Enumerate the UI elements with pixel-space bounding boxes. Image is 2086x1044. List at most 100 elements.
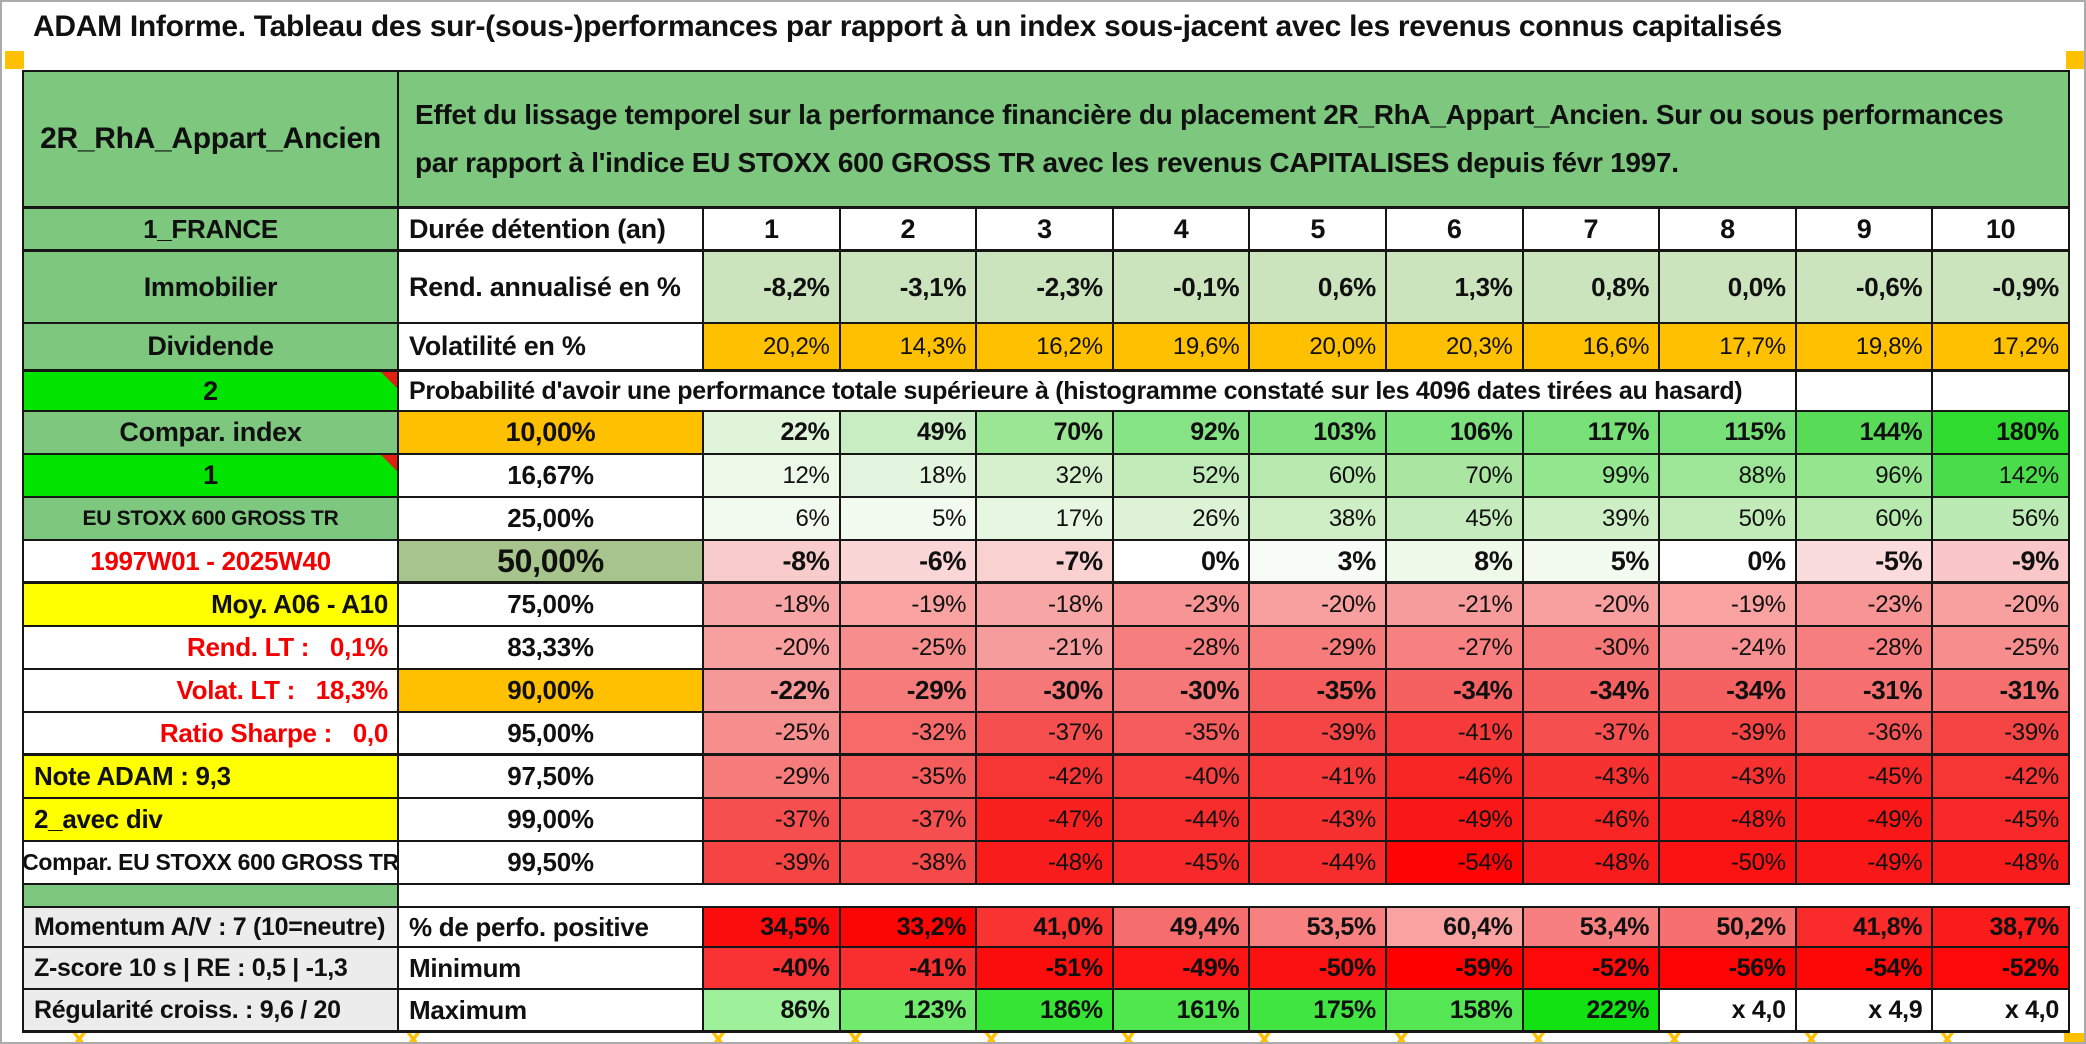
row-metric-p1667[interactable]: 16,67% — [399, 455, 704, 498]
table-cell-p99-y2[interactable]: -37% — [840, 799, 978, 842]
table-cell-p95-y4[interactable]: -35% — [1113, 713, 1251, 756]
table-cell-vol-y3[interactable]: 16,2% — [977, 324, 1114, 372]
table-cell-p975-y10[interactable]: -42% — [1933, 756, 2070, 799]
row-label-p8333[interactable]: Rend. LT : 0,1% — [24, 627, 399, 670]
table-cell-z-y8[interactable]: -56% — [1660, 948, 1797, 990]
table-cell-duree-y1[interactable]: 1 — [704, 209, 841, 252]
table-cell-p50-y10[interactable]: -9% — [1933, 541, 2070, 584]
row-metric-z[interactable]: Minimum — [399, 948, 704, 990]
table-cell-z-y1[interactable]: -40% — [704, 948, 841, 990]
table-cell-duree-y8[interactable]: 8 — [1660, 209, 1797, 252]
row-metric-p8333[interactable]: 83,33% — [399, 627, 704, 670]
table-cell-p8333-y5[interactable]: -29% — [1250, 627, 1387, 670]
table-cell-p10-y1[interactable]: 22% — [704, 412, 841, 455]
table-cell-p99-y5[interactable]: -43% — [1250, 799, 1387, 842]
table-cell-p50-y8[interactable]: 0% — [1660, 541, 1797, 584]
table-cell-rend-y10[interactable]: -0,9% — [1933, 252, 2070, 324]
row-metric-p75[interactable]: 75,00% — [399, 584, 704, 627]
table-cell-p995-y9[interactable]: -49% — [1796, 842, 1934, 885]
row-metric-vol[interactable]: Volatilité en % — [399, 324, 704, 372]
table-cell-p975-y2[interactable]: -35% — [840, 756, 978, 799]
table-cell-duree-y3[interactable]: 3 — [977, 209, 1114, 252]
table-cell-vol-y1[interactable]: 20,2% — [704, 324, 841, 372]
table-cell-p90-y8[interactable]: -34% — [1660, 670, 1797, 713]
table-cell-p8333-y6[interactable]: -27% — [1386, 627, 1524, 670]
table-cell-p995-y4[interactable]: -45% — [1113, 842, 1251, 885]
row-metric-p90[interactable]: 90,00% — [399, 670, 704, 713]
table-cell-mom-y7[interactable]: 53,4% — [1523, 906, 1661, 948]
table-cell-p95-y5[interactable]: -39% — [1250, 713, 1387, 756]
table-cell-reg-y10[interactable]: x 4,0 — [1933, 990, 2070, 1033]
table-cell-rend-y1[interactable]: -8,2% — [704, 252, 841, 324]
table-cell-p75-y5[interactable]: -20% — [1250, 584, 1387, 627]
table-cell-p25-y3[interactable]: 17% — [977, 498, 1114, 541]
table-cell-p90-y1[interactable]: -22% — [704, 670, 841, 713]
table-cell-p975-y3[interactable]: -42% — [977, 756, 1114, 799]
table-cell-p90-y9[interactable]: -31% — [1796, 670, 1934, 713]
table-cell-duree-y2[interactable]: 2 — [840, 209, 978, 252]
table-cell-p10-y5[interactable]: 103% — [1250, 412, 1387, 455]
table-cell-reg-y8[interactable]: x 4,0 — [1660, 990, 1797, 1033]
table-cell-p50-y5[interactable]: 3% — [1250, 541, 1387, 584]
table-cell-mom-y8[interactable]: 50,2% — [1660, 906, 1797, 948]
table-cell-p8333-y9[interactable]: -28% — [1796, 627, 1934, 670]
table-cell-p25-y2[interactable]: 5% — [840, 498, 978, 541]
table-cell-p95-y10[interactable]: -39% — [1933, 713, 2070, 756]
row-metric-p25[interactable]: 25,00% — [399, 498, 704, 541]
table-cell-p995-y2[interactable]: -38% — [840, 842, 978, 885]
table-cell-p50-y7[interactable]: 5% — [1523, 541, 1661, 584]
table-cell-mom-y10[interactable]: 38,7% — [1933, 906, 2070, 948]
table-cell-p25-y10[interactable]: 56% — [1933, 498, 2070, 541]
table-cell-p99-y6[interactable]: -49% — [1386, 799, 1524, 842]
table-cell-rend-y5[interactable]: 0,6% — [1250, 252, 1387, 324]
row-label-p25[interactable]: EU STOXX 600 GROSS TR — [24, 498, 399, 541]
report-description-cell[interactable]: Effet du lissage temporel sur la perform… — [399, 72, 2070, 209]
table-cell-p75-y4[interactable]: -23% — [1113, 584, 1251, 627]
table-cell-p50-y4[interactable]: 0% — [1113, 541, 1251, 584]
table-cell-p90-y7[interactable]: -34% — [1523, 670, 1661, 713]
table-cell-mom-y2[interactable]: 33,2% — [840, 906, 978, 948]
table-cell-reg-y9[interactable]: x 4,9 — [1796, 990, 1934, 1033]
row-metric-duree[interactable]: Durée détention (an) — [399, 209, 704, 252]
table-cell-p75-y1[interactable]: -18% — [704, 584, 841, 627]
table-cell-z-y5[interactable]: -50% — [1250, 948, 1387, 990]
table-cell-p975-y7[interactable]: -43% — [1523, 756, 1661, 799]
row-label-vol[interactable]: Dividende — [24, 324, 399, 372]
table-cell-p90-y2[interactable]: -29% — [840, 670, 978, 713]
table-cell-p75-y10[interactable]: -20% — [1933, 584, 2070, 627]
table-cell-p995-y8[interactable]: -50% — [1660, 842, 1797, 885]
table-cell-p995-y6[interactable]: -54% — [1386, 842, 1524, 885]
table-cell-p50-y3[interactable]: -7% — [977, 541, 1114, 584]
table-cell-p1667-y10[interactable]: 142% — [1933, 455, 2070, 498]
table-cell-p25-y5[interactable]: 38% — [1250, 498, 1387, 541]
table-cell-reg-y7[interactable]: 222% — [1523, 990, 1661, 1033]
table-cell-p10-y6[interactable]: 106% — [1386, 412, 1524, 455]
empty-cell[interactable] — [1933, 372, 2070, 412]
table-cell-z-y3[interactable]: -51% — [977, 948, 1114, 990]
table-cell-p10-y7[interactable]: 117% — [1523, 412, 1661, 455]
table-cell-duree-y5[interactable]: 5 — [1250, 209, 1387, 252]
table-cell-p10-y4[interactable]: 92% — [1113, 412, 1251, 455]
table-cell-p975-y8[interactable]: -43% — [1660, 756, 1797, 799]
table-cell-mom-y4[interactable]: 49,4% — [1113, 906, 1251, 948]
row-label-p10[interactable]: Compar. index — [24, 412, 399, 455]
table-cell-mom-y9[interactable]: 41,8% — [1796, 906, 1934, 948]
table-cell-z-y10[interactable]: -52% — [1933, 948, 2070, 990]
table-cell-p10-y10[interactable]: 180% — [1933, 412, 2070, 455]
table-cell-mom-y6[interactable]: 60,4% — [1386, 906, 1524, 948]
table-cell-p90-y10[interactable]: -31% — [1933, 670, 2070, 713]
table-cell-reg-y5[interactable]: 175% — [1250, 990, 1387, 1033]
row-metric-reg[interactable]: Maximum — [399, 990, 704, 1033]
table-cell-rend-y6[interactable]: 1,3% — [1386, 252, 1524, 324]
table-cell-p90-y4[interactable]: -30% — [1113, 670, 1251, 713]
table-cell-z-y9[interactable]: -54% — [1796, 948, 1934, 990]
row-label-p975[interactable]: Note ADAM : 9,3 — [24, 756, 399, 799]
row-label-z[interactable]: Z-score 10 s | RE : 0,5 | -1,3 — [24, 948, 399, 990]
table-cell-rend-y3[interactable]: -2,3% — [977, 252, 1114, 324]
table-cell-p8333-y2[interactable]: -25% — [840, 627, 978, 670]
table-cell-p10-y8[interactable]: 115% — [1660, 412, 1797, 455]
table-cell-vol-y9[interactable]: 19,8% — [1796, 324, 1934, 372]
table-cell-vol-y8[interactable]: 17,7% — [1660, 324, 1797, 372]
table-cell-p8333-y8[interactable]: -24% — [1660, 627, 1797, 670]
table-cell-p995-y3[interactable]: -48% — [977, 842, 1114, 885]
